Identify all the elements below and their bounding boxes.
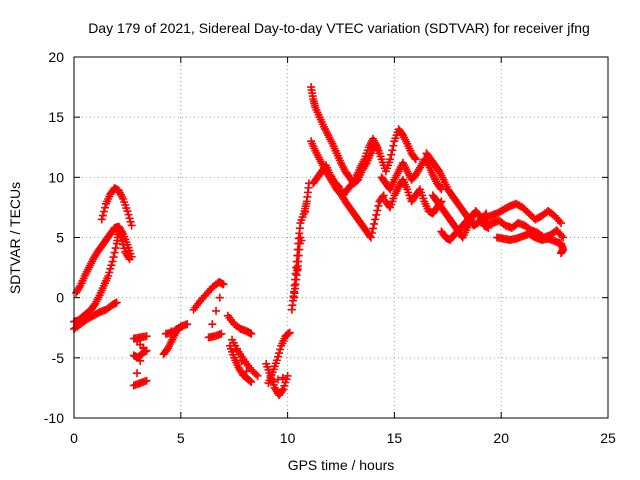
data-point (247, 329, 256, 338)
data-point (555, 217, 564, 226)
data-point (369, 224, 378, 233)
data-point (372, 210, 381, 219)
data-point (559, 233, 568, 242)
data-point (273, 375, 282, 384)
data-point (174, 323, 183, 332)
data-point (107, 261, 116, 270)
data-point (278, 373, 287, 382)
y-tick-label: -10 (44, 410, 64, 426)
y-axis-ticks: -10 -5 0 5 10 15 20 (44, 49, 608, 426)
data-point (136, 356, 145, 365)
data-point (284, 329, 293, 338)
data-point (142, 376, 151, 385)
x-tick-label: 25 (600, 430, 616, 446)
data-point (410, 153, 419, 162)
data-point (105, 268, 114, 277)
x-tick-label: 20 (493, 430, 509, 446)
y-tick-label: 15 (48, 109, 64, 125)
data-point (389, 141, 398, 150)
data-point (253, 371, 262, 380)
data-point (296, 233, 305, 242)
y-tick-label: 10 (48, 169, 64, 185)
data-point (371, 215, 380, 224)
y-tick-label: 5 (56, 230, 64, 246)
data-point (123, 207, 132, 216)
x-tick-label: 10 (280, 430, 296, 446)
data-point (471, 209, 480, 218)
y-tick-label: 20 (48, 49, 64, 65)
x-tick-label: 15 (387, 430, 403, 446)
y-tick-label: -5 (52, 350, 65, 366)
data-point (208, 320, 217, 329)
data-point (366, 233, 375, 242)
data-point (285, 328, 294, 337)
data-point (272, 356, 281, 365)
data-point (252, 370, 261, 379)
data-point (350, 175, 359, 184)
data-point (436, 183, 445, 192)
data-point (100, 203, 109, 212)
data-point (127, 221, 136, 230)
data-point (367, 228, 376, 237)
data-point (112, 298, 121, 307)
data-point (173, 324, 182, 333)
data-point (97, 215, 106, 224)
data-point (133, 369, 142, 378)
data-point (217, 329, 226, 338)
data-point (125, 214, 134, 223)
chart-title: Day 179 of 2021, Sidereal Day-to-day VTE… (88, 20, 590, 36)
data-point (246, 376, 255, 385)
data-point (374, 201, 383, 210)
data-point (142, 332, 151, 341)
data-point (386, 155, 395, 164)
x-axis-ticks: 0 5 10 15 20 25 (70, 57, 616, 446)
data-point (557, 219, 566, 228)
data-point (126, 217, 135, 226)
data-point (283, 371, 292, 380)
data-point (373, 206, 382, 215)
data-point (104, 272, 113, 281)
data-point (127, 252, 136, 261)
y-tick-label: 0 (56, 290, 64, 306)
data-point (139, 344, 148, 353)
x-axis-label: GPS time / hours (288, 457, 395, 473)
data-point (278, 386, 287, 395)
data-point (118, 228, 127, 237)
data-point (378, 192, 387, 201)
data-point (111, 244, 120, 253)
data-point (388, 146, 397, 155)
y-axis-label: SDTVAR / TECUs (7, 182, 23, 294)
data-point (98, 211, 107, 220)
data-point (183, 320, 192, 329)
data-point (557, 249, 566, 258)
data-point (273, 352, 282, 361)
data-point (108, 257, 117, 266)
data-point (106, 264, 115, 273)
data-point (99, 207, 108, 216)
data-point (215, 293, 224, 302)
data-point (247, 377, 256, 386)
data-point (301, 207, 310, 216)
data-point (124, 210, 133, 219)
data-point (276, 345, 285, 354)
data-points (70, 83, 568, 400)
data-point (109, 253, 118, 262)
data-point (411, 155, 420, 164)
data-point (275, 349, 284, 358)
data-point (75, 283, 84, 292)
data-point (212, 306, 221, 315)
data-point (219, 280, 228, 289)
data-point (110, 248, 119, 257)
data-point (557, 231, 566, 240)
data-point (379, 191, 388, 200)
x-tick-label: 5 (177, 430, 185, 446)
x-tick-label: 0 (70, 430, 78, 446)
data-point (387, 150, 396, 159)
data-point (370, 219, 379, 228)
